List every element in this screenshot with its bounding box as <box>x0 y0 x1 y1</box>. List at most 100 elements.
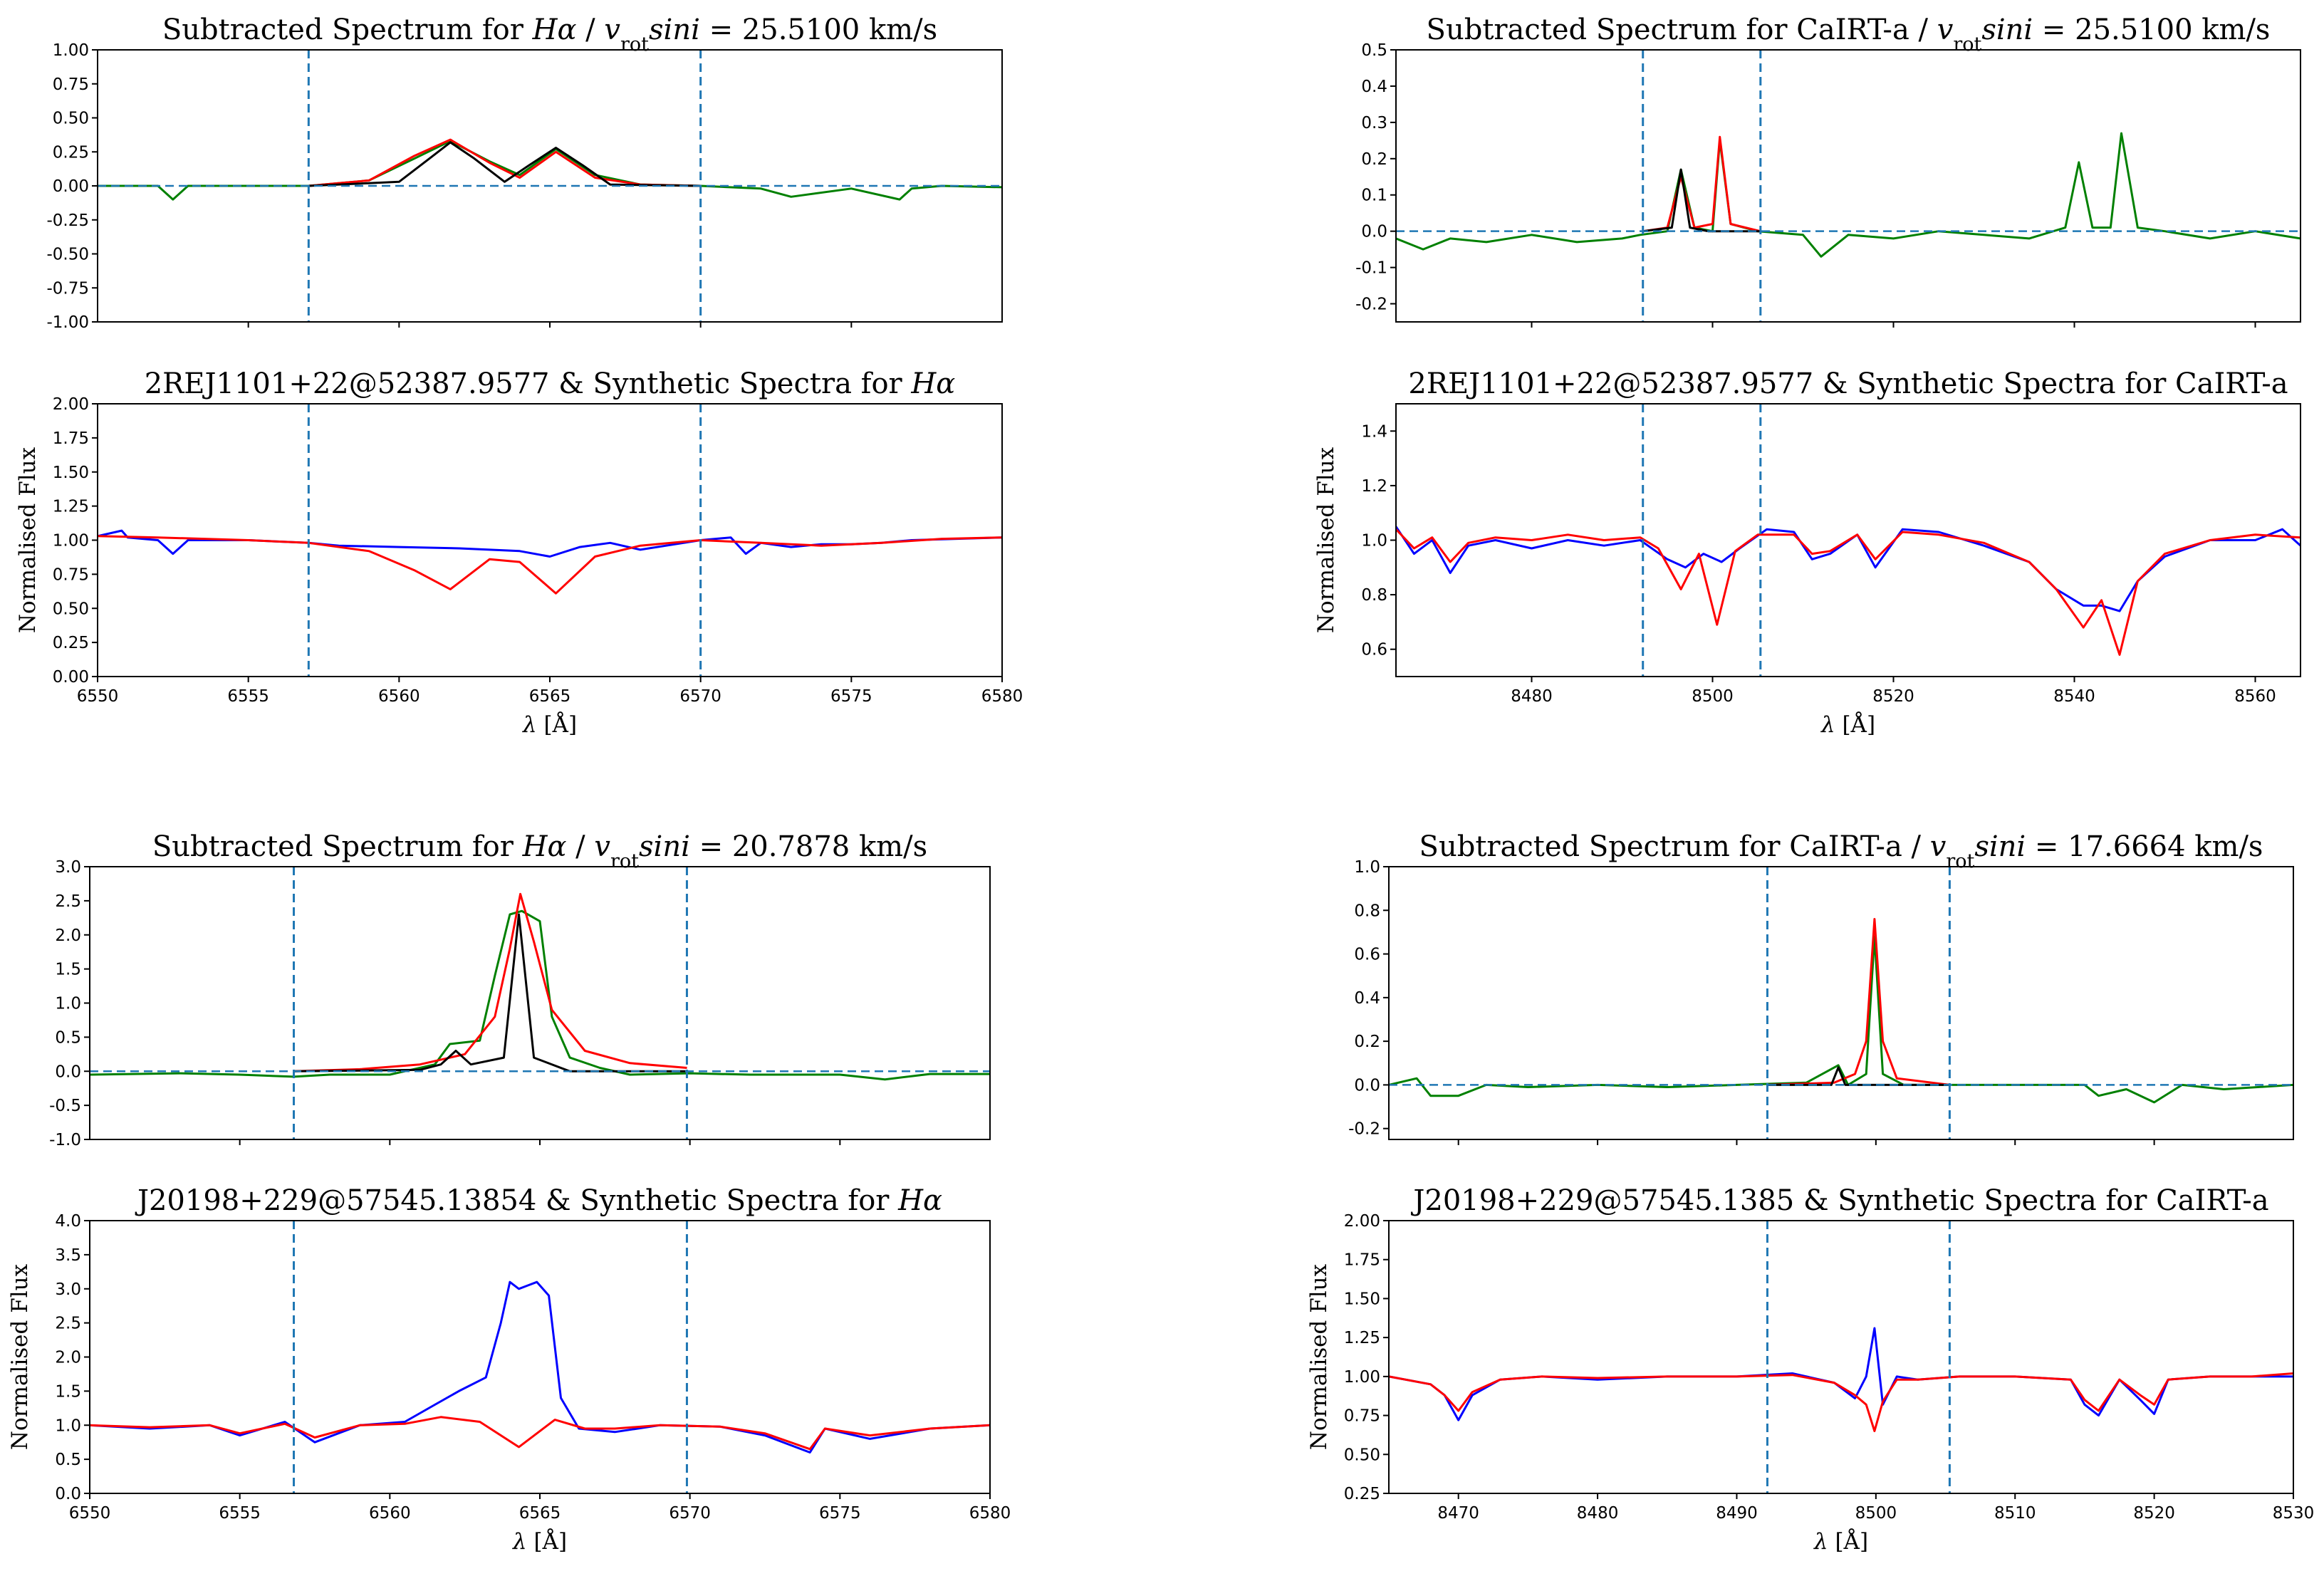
y-tick-label: 0.0 <box>55 1063 81 1081</box>
x-tick-label: 6570 <box>669 1504 711 1523</box>
series-observed <box>1389 1327 2293 1421</box>
subplot-5: 3.0 2.5 2.0 1.5 1.0 0.5 0.0 -0.5 -1.0 Subtracted … <box>49 830 991 1149</box>
x-tick-label: 8490 <box>1716 1504 1758 1523</box>
y-tick-label: 2.5 <box>55 892 81 911</box>
series-observed <box>90 1280 990 1454</box>
y-tick-label: 1.00 <box>1344 1368 1380 1387</box>
y-tick-label: 3.0 <box>55 1280 81 1299</box>
x-tick-label: 6565 <box>519 1504 561 1523</box>
subplot-title: J20198+229@57545.1385 & Synthetic Spectr… <box>1410 1184 2268 1217</box>
subplot-title: Subtracted Spectrum for Hα / vrotsini = … <box>162 14 937 56</box>
x-axis-label: λ [Å] <box>1813 1528 1868 1555</box>
x-tick-label: 6570 <box>679 687 721 706</box>
y-tick-label: 0.00 <box>53 668 89 687</box>
y-tick-label: 0.25 <box>53 143 89 162</box>
y-tick-label: 0.0 <box>1361 223 1387 241</box>
series-synthetic <box>1389 1372 2293 1432</box>
series-fit <box>1642 168 1761 233</box>
y-tick-label: -0.2 <box>1348 1120 1380 1139</box>
x-tick-label: 6560 <box>378 687 420 706</box>
subplot-title: Subtracted Spectrum for CaIRT-a / vrotsi… <box>1419 830 2263 872</box>
series-synthetic <box>308 138 701 187</box>
y-tick-label: -0.5 <box>49 1097 81 1115</box>
y-tick-label: 1.75 <box>1344 1251 1380 1270</box>
y-tick-label: -1.0 <box>49 1131 81 1149</box>
y-tick-label: -1.00 <box>46 313 89 332</box>
series-synthetic <box>98 535 1002 595</box>
series-fit <box>293 913 687 1073</box>
x-tick-label: 8560 <box>2234 687 2276 706</box>
x-tick-label: 8520 <box>2133 1504 2175 1523</box>
series-subtracted <box>1396 132 2300 258</box>
subplot-2: 2.00 1.75 1.50 1.25 1.00 0.75 0.50 0.25 0.006550… <box>15 367 1023 738</box>
axes-frame <box>1395 49 2301 323</box>
x-tick-label: 8500 <box>1692 687 1734 706</box>
y-tick-label: 1.50 <box>53 464 89 482</box>
y-tick-label: -0.25 <box>46 212 89 230</box>
x-tick-label: 6550 <box>77 687 119 706</box>
series-synthetic <box>293 892 687 1073</box>
x-axis-label: λ [Å] <box>521 711 577 738</box>
y-tick-label: 0.4 <box>1354 989 1380 1008</box>
y-tick-label: 0.75 <box>53 75 89 94</box>
series-synthetic <box>1767 918 1950 1086</box>
subplot-title: 2REJ1101+22@52387.9577 & Synthetic Spect… <box>145 367 956 400</box>
x-tick-label: 6575 <box>830 687 872 706</box>
subplot-title: 2REJ1101+22@52387.9577 & Synthetic Spect… <box>1408 367 2288 400</box>
x-axis-label: λ [Å] <box>1820 711 1875 738</box>
y-tick-label: 2.00 <box>1344 1212 1380 1231</box>
y-tick-label: -0.50 <box>46 246 89 264</box>
y-tick-label: 1.0 <box>55 1416 81 1435</box>
y-tick-label: 0.2 <box>1361 150 1387 169</box>
series-synthetic <box>1642 135 1761 233</box>
subplot-title: J20198+229@57545.13854 & Synthetic Spect… <box>135 1184 942 1217</box>
y-tick-label: 0.6 <box>1361 641 1387 659</box>
y-tick-label: 0.50 <box>53 600 89 618</box>
subplot-1: 1.00 0.75 0.50 0.25 0.00 -0.25 -0.50 -0.75 -1.00… <box>46 14 1003 332</box>
y-tick-label: 0.00 <box>53 177 89 196</box>
axes-frame <box>89 866 991 1140</box>
y-tick-label: 0.5 <box>55 1451 81 1469</box>
series-fit <box>308 141 701 187</box>
series-subtracted <box>1389 935 2293 1104</box>
y-tick-label: 0.3 <box>1361 114 1387 132</box>
y-tick-label: 0.5 <box>55 1028 81 1047</box>
x-tick-label: 6580 <box>981 687 1023 706</box>
y-tick-label: 1.75 <box>53 429 89 448</box>
x-tick-label: 8500 <box>1855 1504 1897 1523</box>
y-tick-label: 0.0 <box>1354 1076 1380 1095</box>
x-axis-label: λ [Å] <box>511 1528 567 1555</box>
x-tick-label: 6565 <box>529 687 571 706</box>
y-tick-label: 0.75 <box>53 565 89 584</box>
y-tick-label: 1.2 <box>1361 477 1387 496</box>
y-tick-label: 0.5 <box>1361 41 1387 60</box>
x-tick-label: 6575 <box>819 1504 861 1523</box>
series-observed <box>1396 526 2300 612</box>
x-tick-label: 8480 <box>1511 687 1553 706</box>
y-tick-label: 1.00 <box>53 532 89 550</box>
y-tick-label: 1.0 <box>1354 858 1380 877</box>
y-tick-label: 0.50 <box>53 110 89 128</box>
x-tick-label: 8530 <box>2273 1504 2315 1523</box>
subplot-7: 1.0 0.8 0.6 0.4 0.2 0.0 -0.2 Subtracted Spectru… <box>1348 830 2294 1145</box>
y-axis-label: Normalised Flux <box>15 447 41 633</box>
x-tick-label: 8510 <box>1994 1504 2036 1523</box>
y-tick-label: 0.25 <box>1344 1485 1380 1503</box>
subplot-8: 2.00 1.75 1.50 1.25 1.00 0.75 0.50 0.25 8470 8480… <box>1306 1184 2314 1555</box>
y-tick-label: 1.0 <box>55 995 81 1013</box>
y-tick-label: 1.50 <box>1344 1290 1380 1308</box>
x-tick-label: 6580 <box>969 1504 1011 1523</box>
y-tick-label: 1.00 <box>53 41 89 60</box>
y-tick-label: 0.50 <box>1344 1446 1380 1464</box>
y-tick-label: 2.0 <box>55 927 81 945</box>
y-tick-label: 1.5 <box>55 961 81 979</box>
y-axis-label: Normalised Flux <box>7 1263 33 1450</box>
y-tick-label: 0.2 <box>1354 1033 1380 1051</box>
x-tick-label: 6555 <box>227 687 269 706</box>
y-tick-label: 2.0 <box>55 1349 81 1367</box>
y-axis-label: Normalised Flux <box>1306 1263 1332 1450</box>
y-tick-label: 4.0 <box>55 1212 81 1231</box>
y-tick-label: 0.6 <box>1354 946 1380 964</box>
y-tick-label: -0.1 <box>1355 259 1387 278</box>
